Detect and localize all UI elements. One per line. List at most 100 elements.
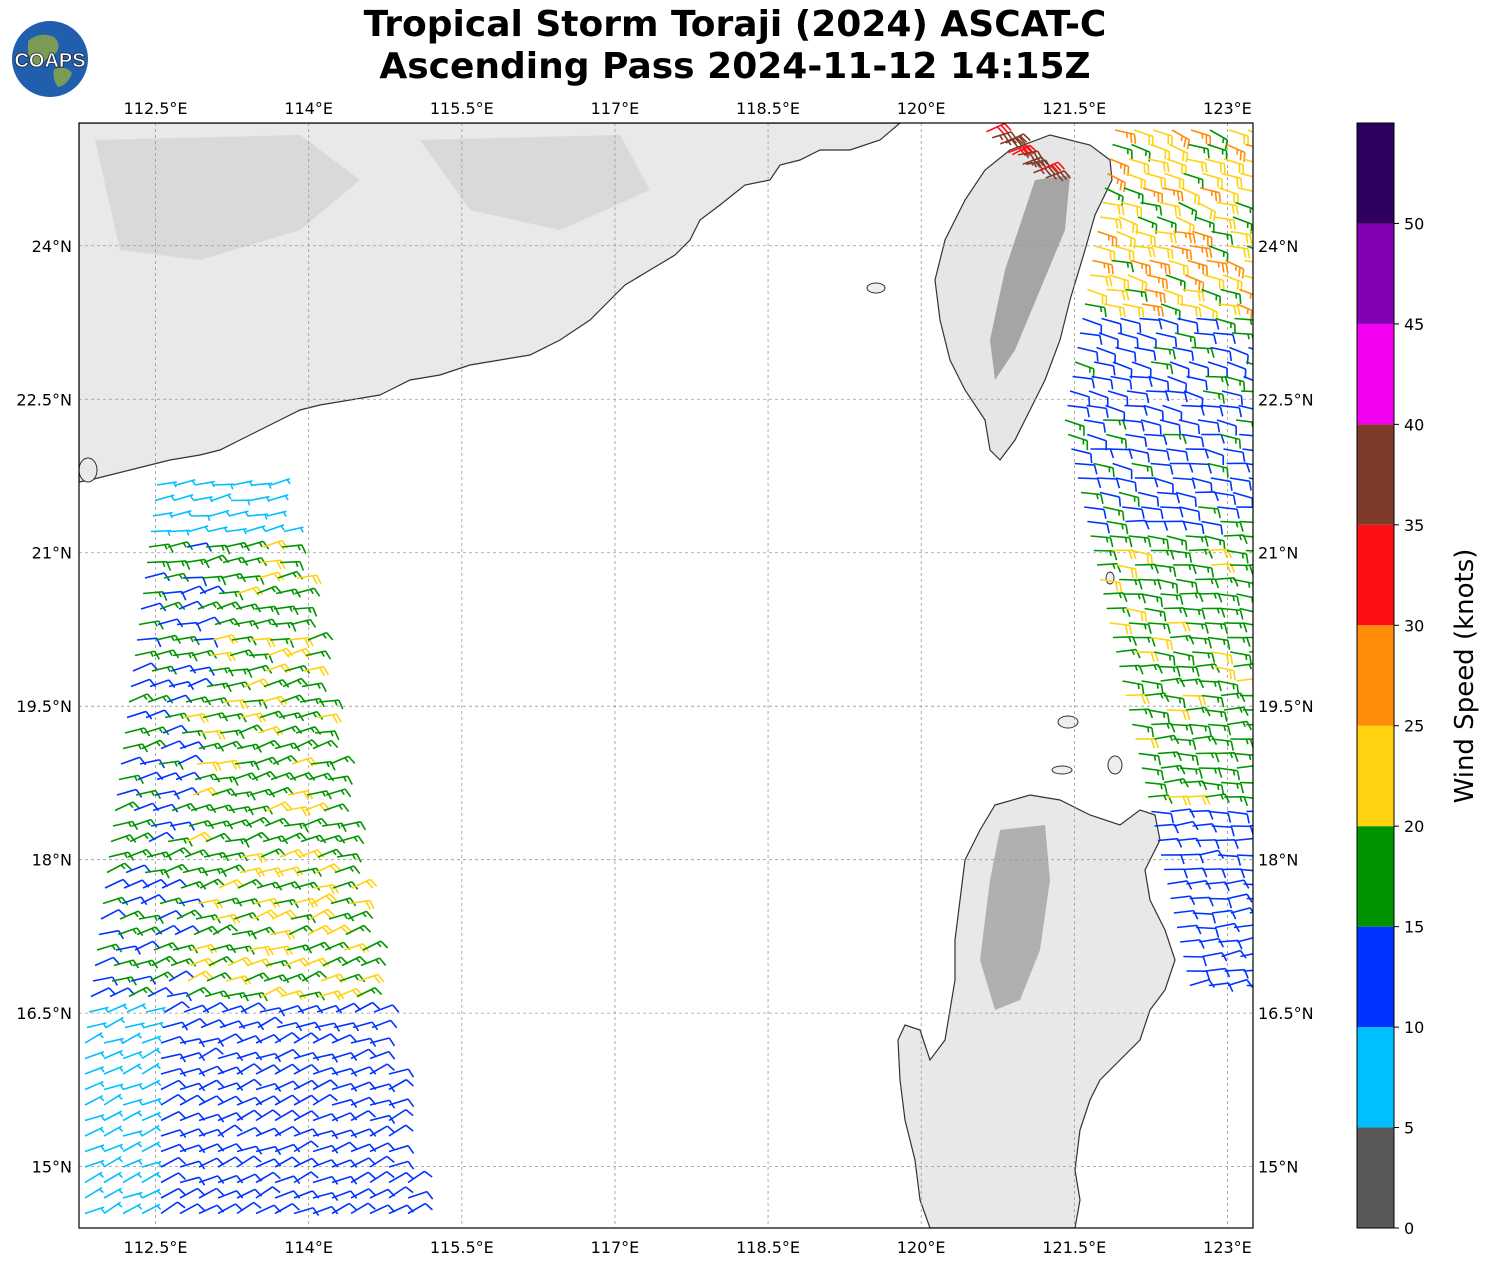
wind-barb [141,1035,162,1044]
wind-barb [1191,564,1215,578]
wind-barb [194,773,221,783]
wind-barb [153,649,180,659]
wind-barb [241,852,267,864]
wind-barb [300,834,327,844]
wind-barb [1229,346,1249,365]
colorbar-segment [1357,926,1394,1028]
wind-barb [122,1110,143,1122]
wind-barb [84,1206,105,1215]
wind-barb [1118,216,1139,235]
wind-barb [100,909,127,920]
wind-barb [263,679,290,688]
wind-barb [198,1113,225,1123]
wind-barb [94,956,121,967]
wind-barb [358,973,385,984]
wind-barb [1182,288,1205,302]
wind-barb [1116,230,1136,249]
lat-tick-label-left: 21°N [32,544,72,563]
wind-barb [1126,390,1150,404]
wind-barb [274,1203,300,1215]
wind-barb [1101,317,1122,334]
wind-barb [1233,752,1253,761]
wind-barb [1171,129,1191,150]
wind-barb [1140,201,1163,216]
wind-barb [1112,143,1133,160]
wind-barb [314,730,340,741]
wind-barb [1201,433,1225,444]
wind-barb [152,803,179,813]
wind-barb [1102,201,1125,216]
wind-barb [1126,172,1147,190]
wind-barb [236,1078,262,1091]
wind-barb [1208,723,1232,736]
wind-barb [1236,765,1253,769]
wind-barb [1202,172,1223,189]
wind-barb [1125,288,1148,302]
wind-barb [231,930,257,940]
wind-barb [198,1047,224,1060]
wind-barb [1118,491,1140,508]
wind-barb [325,788,352,798]
wind-barb [301,970,328,982]
wind-barb [1080,491,1104,504]
wind-barb [199,585,226,595]
wind-speed-colorbar: 0 5 10 15 20 25 30 35 40 45 50 [1356,122,1424,1238]
wind-barb [1233,837,1253,842]
wind-barb [246,958,273,969]
wind-barb [1106,520,1129,535]
wind-barb [198,1037,225,1047]
wind-barb [1233,663,1253,670]
wind-barb [1218,187,1239,204]
wind-barb [1232,491,1253,508]
wind-barb [388,1078,414,1091]
wind-barb [1245,549,1253,552]
wind-barb [1141,767,1165,781]
wind-barb [236,1155,262,1168]
wind-barb [166,991,193,1002]
wind-barb [1177,317,1199,333]
wind-barb [1243,796,1253,799]
wind-barb [1119,578,1143,590]
wind-barb [1142,187,1164,204]
wind-barb [1198,506,1222,519]
colorbar-tick-label: 15 [1404,918,1424,937]
wind-barb [159,601,186,611]
wind-barb [263,974,290,984]
wind-barb [1192,651,1216,663]
wind-barb [255,1127,282,1137]
lon-tick-label-bottom: 115.5°E [430,1238,494,1257]
wind-barb [351,878,378,889]
wind-barb [331,1141,358,1153]
wind-barb [293,1094,320,1106]
wind-barb [360,957,387,967]
wind-barb [103,1155,123,1168]
wind-barb [122,1032,143,1044]
wind-barb [1144,781,1168,794]
wind-barb [236,1035,263,1044]
lon-tick-label-bottom: 114°E [284,1238,333,1257]
wind-barb [1150,143,1171,161]
wind-barb [1211,825,1235,837]
lon-tick-label-top: 123°E [1203,99,1252,118]
wind-barb [1165,274,1186,292]
wind-barb [1157,578,1179,594]
wind-barb [1192,230,1213,247]
wind-barb [213,483,235,490]
wind-barb [1122,593,1147,604]
wind-barb [1240,953,1253,958]
wind-barb [341,955,368,967]
wind-barb [297,1004,324,1014]
wind-barb [1125,433,1148,448]
wind-barb [273,898,299,909]
wind-barb [138,620,164,630]
lon-tick-label-bottom: 117°E [591,1238,640,1257]
wind-barb [251,482,273,489]
wind-barb [1246,897,1253,900]
wind-barb [1208,245,1229,263]
wind-barb [198,1175,225,1184]
wind-barb [1230,738,1253,749]
wind-barb [255,1109,281,1122]
wind-barb [141,1047,161,1060]
wind-barb [332,881,359,890]
